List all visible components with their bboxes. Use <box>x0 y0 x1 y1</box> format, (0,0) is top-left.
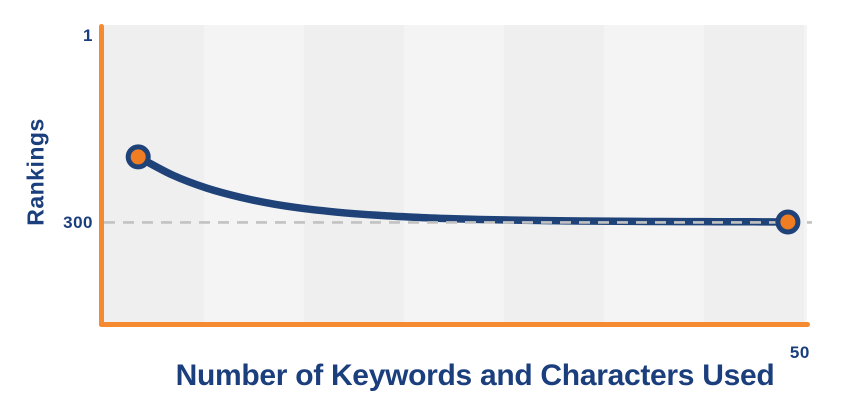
rankings-curve-line <box>134 153 792 226</box>
y-axis-title: Rankings <box>22 118 49 226</box>
x-axis-line <box>99 322 810 327</box>
x-axis-title: Number of Keywords and Characters Used <box>175 359 775 392</box>
y-tick-1: 1 <box>83 26 93 45</box>
start-point-marker <box>125 144 151 170</box>
x-tick-50: 50 <box>789 343 810 362</box>
plot-area <box>104 25 807 322</box>
y-tick-300: 300 <box>63 212 93 232</box>
y-axis-line <box>99 24 104 327</box>
end-point-marker <box>775 209 801 235</box>
